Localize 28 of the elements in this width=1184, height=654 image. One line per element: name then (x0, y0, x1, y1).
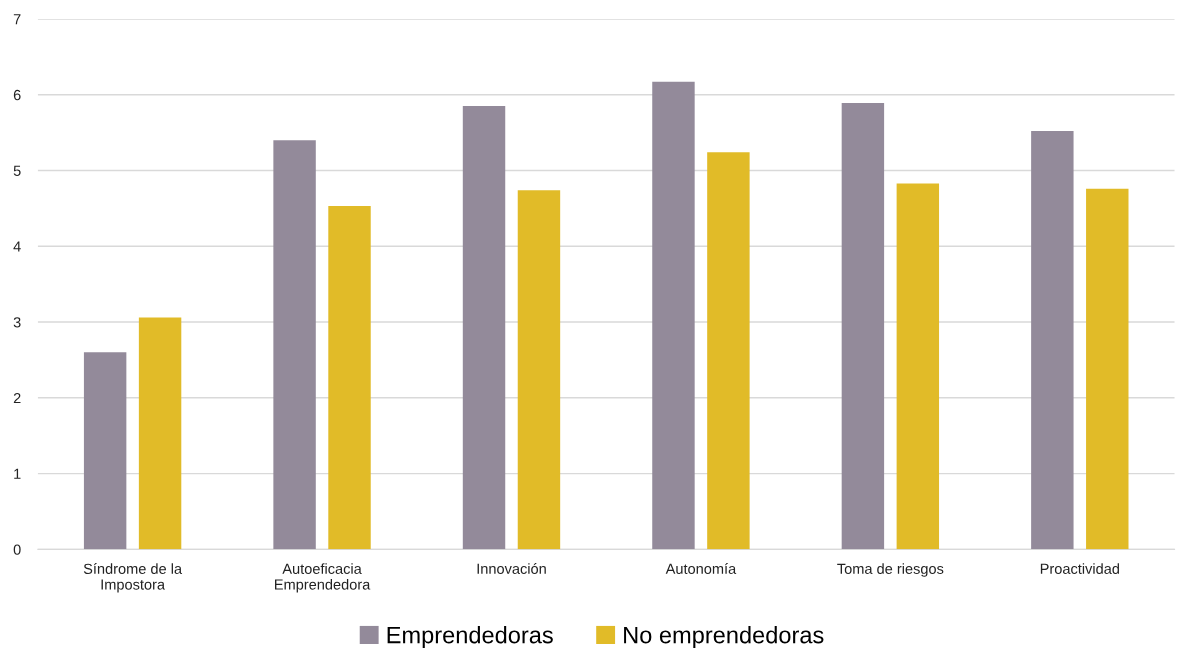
x-tick-label: Innovación (477, 563, 546, 574)
y-tick-label: 5 (13, 165, 21, 176)
x-tick-label: Síndrome de la Impostora (83, 563, 183, 593)
bar (328, 206, 371, 550)
y-tick-label: 4 (13, 241, 21, 252)
bar (83, 352, 127, 550)
bar (1086, 188, 1129, 550)
bar (841, 103, 885, 550)
bar (652, 81, 695, 550)
bar (707, 152, 750, 550)
y-tick-label: 7 (13, 14, 21, 25)
bar (1031, 131, 1074, 550)
x-tick-label: Autoeficacia Emprendedora (275, 563, 371, 593)
y-tick-label: 2 (13, 392, 21, 404)
bar (273, 140, 316, 550)
x-tick-label: Toma de riesgos (837, 563, 944, 577)
bar (462, 106, 506, 550)
y-tick-label: 0 (13, 544, 21, 555)
bar (517, 190, 561, 550)
y-tick-label: 6 (13, 89, 21, 101)
y-tick-label: 3 (13, 317, 21, 328)
y-tick-label: 1 (14, 468, 21, 479)
bar (138, 317, 182, 550)
legend-label: No emprendedoras (624, 626, 824, 649)
x-tick-label: Proactividad (1040, 563, 1119, 574)
x-tick-label: Autonomía (665, 563, 737, 574)
legend-label: Emprendedoras (387, 626, 553, 649)
bar (896, 183, 940, 550)
